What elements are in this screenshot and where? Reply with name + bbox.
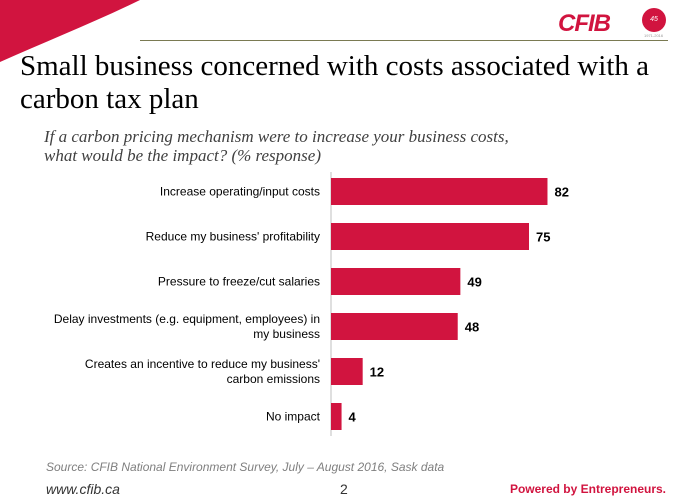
bar-4	[331, 358, 363, 385]
survey-question: If a carbon pricing mechanism were to in…	[44, 127, 509, 165]
bar-5	[331, 403, 342, 430]
bar-3	[331, 313, 458, 340]
cfib-logo: CFIB 45 years 1971-2016	[558, 8, 670, 47]
category-label-1: Reduce my business' profitability	[146, 230, 320, 244]
data-label-1: 75	[536, 230, 550, 245]
slide-title: Small business concerned with costs asso…	[20, 50, 650, 115]
data-label-5: 4	[349, 410, 357, 425]
brand-tagline: Powered by Entrepreneurs.	[509, 482, 666, 496]
footer-url[interactable]: www.cfib.ca	[46, 481, 120, 497]
anniversary-badge: 45 years	[642, 8, 666, 47]
bar-0	[331, 178, 548, 205]
category-label-5: No impact	[266, 410, 321, 424]
bar-2	[331, 268, 461, 295]
source-note: Source: CFIB National Environment Survey…	[46, 460, 445, 474]
title-rule	[140, 40, 668, 41]
data-label-2: 49	[467, 275, 481, 290]
anniversary-years: 1971-2016	[644, 33, 664, 38]
bar-1	[331, 223, 529, 250]
category-label-2: Pressure to freeze/cut salaries	[158, 275, 320, 289]
data-label-3: 48	[465, 320, 479, 335]
data-label-4: 12	[370, 365, 384, 380]
page-number: 2	[340, 481, 348, 497]
category-label-3: Delay investments (e.g. equipment, emplo…	[54, 312, 320, 341]
data-label-0: 82	[554, 185, 568, 200]
category-label-0: Increase operating/input costs	[160, 185, 320, 199]
corner-swoosh	[0, 0, 140, 62]
category-label-4: Creates an incentive to reduce my busine…	[85, 357, 320, 386]
logo-wordmark: CFIB	[558, 10, 611, 37]
